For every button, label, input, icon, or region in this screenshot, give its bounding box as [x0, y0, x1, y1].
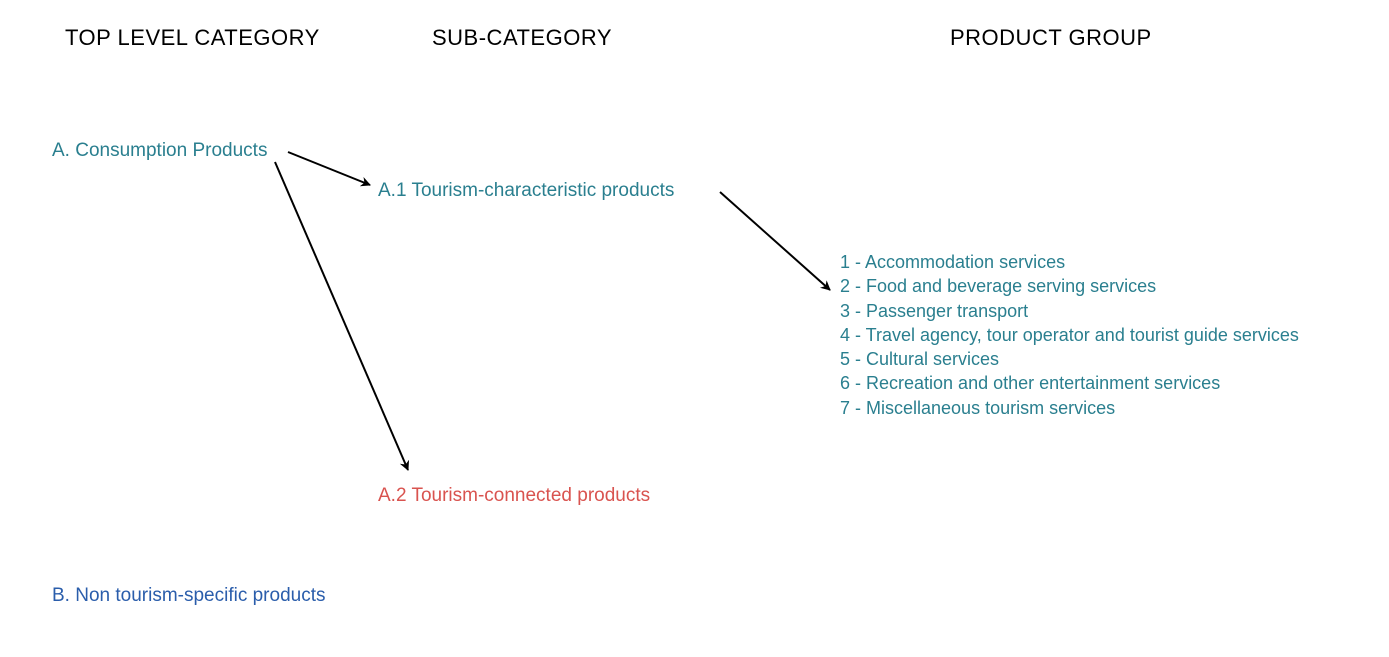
- product-group-item: 1 - Accommodation services: [840, 250, 1299, 274]
- product-group-item: 5 - Cultural services: [840, 347, 1299, 371]
- edge-arrow: [288, 152, 370, 185]
- product-group-item: 4 - Travel agency, tour operator and tou…: [840, 323, 1299, 347]
- node-a1-tourism-characteristic: A.1 Tourism-characteristic products: [378, 180, 674, 202]
- node-a-consumption-products: A. Consumption Products: [52, 140, 267, 162]
- product-group-item: 2 - Food and beverage serving services: [840, 274, 1299, 298]
- node-b-non-tourism-specific: B. Non tourism-specific products: [52, 585, 326, 607]
- node-a2-tourism-connected: A.2 Tourism-connected products: [378, 485, 650, 507]
- product-group-item: 6 - Recreation and other entertainment s…: [840, 371, 1299, 395]
- product-group-item: 3 - Passenger transport: [840, 299, 1299, 323]
- header-top-level: TOP LEVEL CATEGORY: [65, 25, 320, 51]
- product-group-list: 1 - Accommodation services2 - Food and b…: [840, 250, 1299, 420]
- edge-arrow: [720, 192, 830, 290]
- header-product-group: PRODUCT GROUP: [950, 25, 1152, 51]
- product-group-item: 7 - Miscellaneous tourism services: [840, 396, 1299, 420]
- header-sub-category: SUB-CATEGORY: [432, 25, 612, 51]
- diagram-stage: TOP LEVEL CATEGORY SUB-CATEGORY PRODUCT …: [0, 0, 1389, 657]
- edge-arrow: [275, 162, 408, 470]
